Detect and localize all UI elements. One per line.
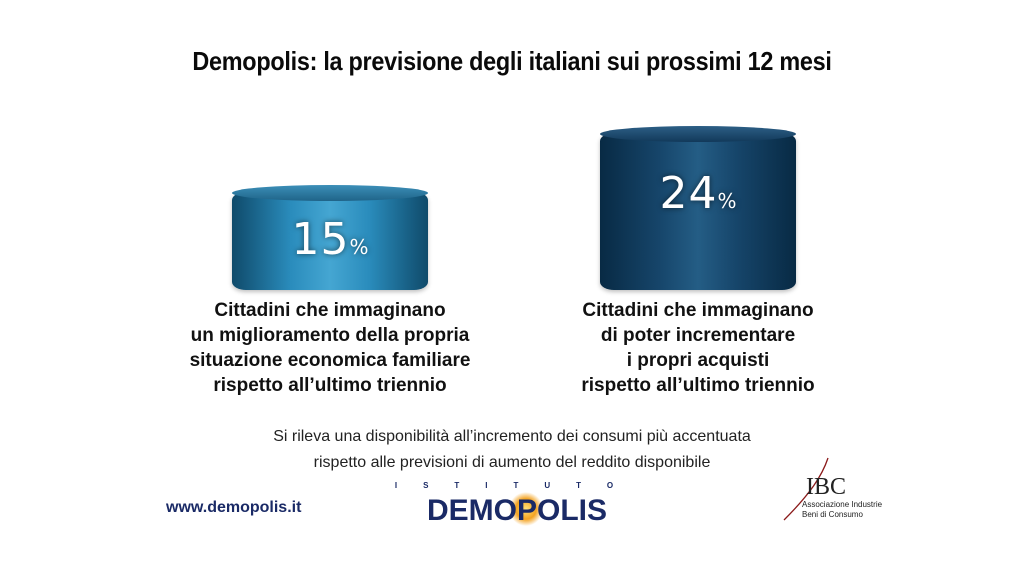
logo-demopolis-text: DEMOPOLIS <box>427 494 607 526</box>
footnote-line: rispetto alle previsioni di aumento del … <box>313 454 711 471</box>
ibc-swoosh-icon <box>783 457 829 521</box>
website-link[interactable]: www.demopolis.it <box>166 499 302 516</box>
data-label-1: 15% <box>232 214 428 265</box>
value-unit-1: % <box>349 235 369 259</box>
bar-cylinder-1: 15% <box>232 185 428 290</box>
value-number-1: 15 <box>291 214 350 265</box>
ibc-line-2: Beni di Consumo <box>802 510 863 519</box>
category-label-1-line: Cittadini che immaginano <box>214 300 446 321</box>
bar-cylinder-2: 24% <box>600 126 796 290</box>
ibc-logo: IBC Associazione Industrie Beni di Consu… <box>783 457 883 521</box>
value-unit-2: % <box>717 189 737 213</box>
category-label-1-line: un miglioramento della propria <box>190 325 470 346</box>
category-label-1: Cittadini che immaginano un migliorament… <box>170 298 490 398</box>
category-label-1-line: situazione economica familiare <box>189 350 471 371</box>
footnote: Si rileva una disponibilità all’incremen… <box>0 424 1024 476</box>
category-label-2: Cittadini che immaginano di poter increm… <box>538 298 858 398</box>
ibc-line-1: Associazione Industrie <box>802 500 883 509</box>
footnote-line: Si rileva una disponibilità all’incremen… <box>273 428 751 445</box>
ibc-logo-text: IBC <box>806 474 846 500</box>
category-label-2-line: rispetto all’ultimo triennio <box>581 375 815 396</box>
category-label-2-line: Cittadini che immaginano <box>582 300 814 321</box>
category-label-1-line: rispetto all’ultimo triennio <box>213 375 447 396</box>
page-title: Demopolis: la previsione degli italiani … <box>192 46 832 76</box>
value-number-2: 24 <box>659 168 718 219</box>
category-label-2-line: i propri acquisti <box>626 350 770 371</box>
data-label-2: 24% <box>600 168 796 219</box>
category-label-2-line: di poter incrementare <box>600 325 796 346</box>
demopolis-logo: ISTITUTO DEMOPOLIS <box>395 481 639 526</box>
logo-istituto-text: ISTITUTO <box>395 481 639 490</box>
sun-glow-icon <box>509 492 543 526</box>
